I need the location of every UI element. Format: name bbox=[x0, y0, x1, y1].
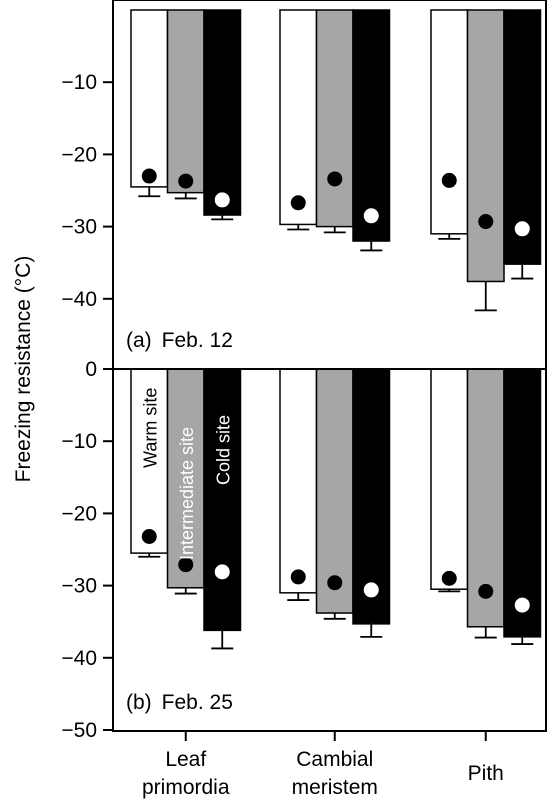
axes-frame bbox=[103, 0, 547, 741]
data-point bbox=[327, 171, 343, 187]
y-tick-label: −50 bbox=[61, 719, 97, 742]
bar bbox=[430, 9, 469, 235]
data-point bbox=[478, 214, 494, 230]
data-point bbox=[514, 597, 530, 613]
panel-letter: (b) bbox=[126, 691, 152, 714]
bar bbox=[352, 9, 391, 242]
bar bbox=[315, 368, 354, 614]
panel-date: Feb. 12 bbox=[162, 329, 233, 352]
bar bbox=[503, 368, 542, 638]
bar bbox=[130, 368, 169, 554]
data-point bbox=[178, 173, 194, 189]
y-tick-label: 0 bbox=[85, 358, 97, 381]
data-point bbox=[290, 569, 306, 585]
x-category-label: Pith bbox=[468, 762, 504, 785]
bar bbox=[203, 368, 242, 632]
bars-layer bbox=[130, 9, 542, 650]
y-tick-label: −30 bbox=[61, 575, 97, 598]
bar bbox=[130, 9, 169, 188]
data-point bbox=[141, 168, 157, 184]
bar bbox=[279, 368, 318, 594]
data-point bbox=[290, 195, 306, 211]
data-point bbox=[441, 172, 457, 188]
data-point bbox=[478, 583, 494, 599]
data-point bbox=[141, 529, 157, 545]
x-category-label: Leaf bbox=[165, 748, 206, 771]
bar bbox=[430, 368, 469, 590]
panel-letter: (a) bbox=[126, 329, 152, 352]
data-point bbox=[327, 575, 343, 591]
x-category-label: primordia bbox=[142, 776, 230, 799]
legend-series-label: Warm site bbox=[140, 388, 160, 468]
panel-date: Feb. 25 bbox=[162, 691, 233, 714]
bar bbox=[466, 9, 505, 283]
data-point bbox=[214, 192, 230, 208]
data-point bbox=[178, 557, 194, 573]
bar bbox=[166, 9, 205, 194]
text-layer: (a) Feb. 12 (b) Feb. 25 −10 −20 −30 −40 0 −10 −20 −… bbox=[12, 71, 504, 799]
data-point bbox=[441, 570, 457, 586]
y-tick-label: −40 bbox=[61, 288, 97, 311]
x-category-label: Cambial bbox=[296, 748, 373, 771]
x-category-label: meristem bbox=[292, 776, 378, 799]
y-tick-label: −30 bbox=[61, 216, 97, 239]
panel-label: (a) Feb. 12 bbox=[126, 329, 233, 352]
y-tick-label: −40 bbox=[61, 647, 97, 670]
data-point bbox=[363, 582, 379, 598]
bar bbox=[279, 9, 318, 226]
bar bbox=[352, 368, 391, 625]
bar bbox=[315, 9, 354, 228]
y-tick-label: −10 bbox=[61, 430, 97, 453]
y-tick-label: −10 bbox=[61, 71, 97, 94]
y-tick-label: −20 bbox=[61, 502, 97, 525]
data-point bbox=[363, 208, 379, 224]
data-point bbox=[214, 564, 230, 580]
data-point bbox=[514, 221, 530, 237]
legend-series-label: Cold site bbox=[213, 415, 233, 485]
y-tick-label: −20 bbox=[61, 143, 97, 166]
bar bbox=[203, 9, 242, 216]
y-axis-label: Freezing resistance (°C) bbox=[12, 256, 35, 483]
panel-b-frame bbox=[112, 368, 547, 732]
panel-label: (b) Feb. 25 bbox=[126, 691, 233, 714]
legend-series-label: Intermediate site bbox=[177, 427, 197, 560]
